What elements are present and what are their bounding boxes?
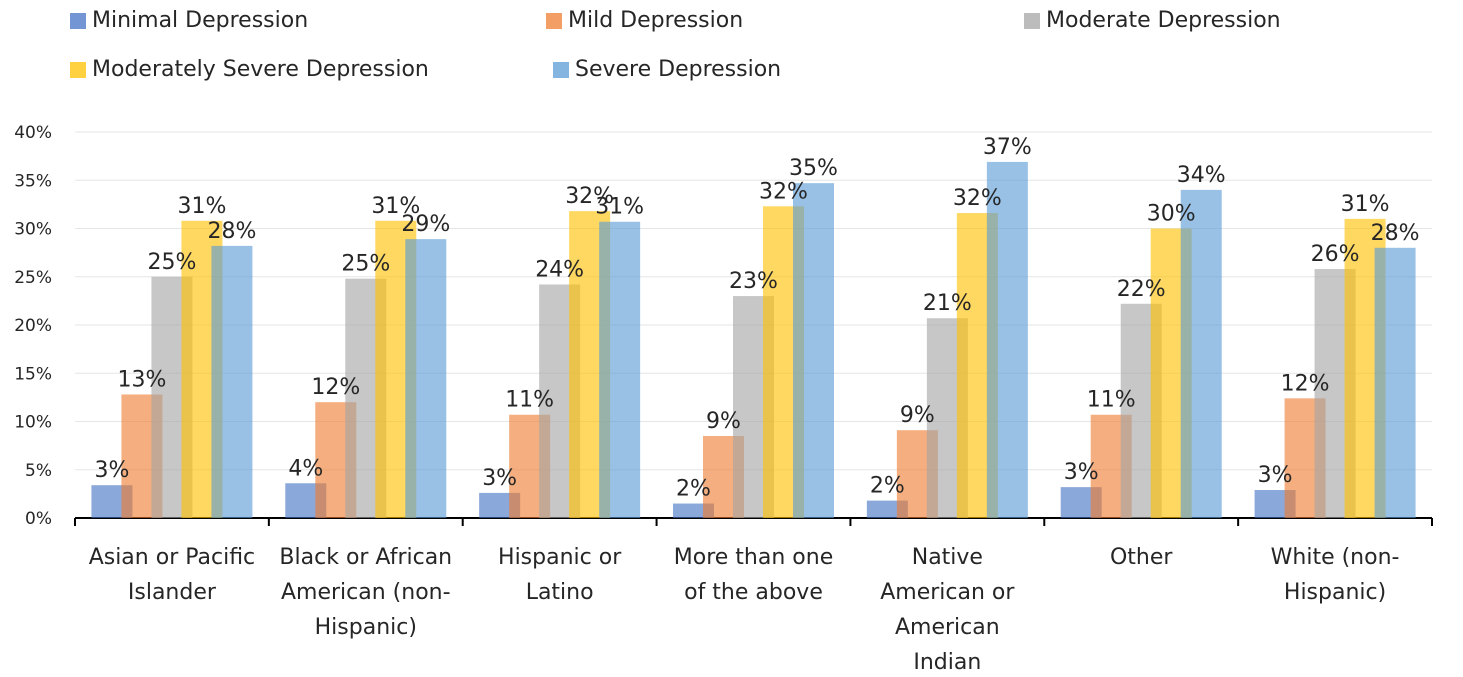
x-tick-label: American or <box>880 580 1015 605</box>
y-tick-label: 35% <box>14 171 52 191</box>
data-label: 35% <box>789 156 838 181</box>
data-label: 3% <box>1258 463 1293 488</box>
data-label: 31% <box>595 195 644 220</box>
bar <box>599 221 641 518</box>
data-label: 37% <box>983 135 1032 160</box>
legend-item-mild: Mild Depression <box>546 8 743 33</box>
data-label: 32% <box>759 179 808 204</box>
data-label: 31% <box>371 194 420 219</box>
y-tick-label: 10% <box>14 413 52 433</box>
data-label: 32% <box>953 186 1002 211</box>
x-tick-label: American <box>895 615 1000 640</box>
y-tick-label: 5% <box>25 461 52 481</box>
data-label: 25% <box>341 252 390 277</box>
data-label: 13% <box>117 367 166 392</box>
data-label: 3% <box>94 458 129 483</box>
legend-item-severe: Severe Depression <box>553 57 781 82</box>
x-tick-label: Native <box>912 545 983 570</box>
data-label: 9% <box>900 403 935 428</box>
data-label: 30% <box>1147 202 1196 227</box>
data-label: 34% <box>1177 163 1226 188</box>
x-tick-label: Hispanic) <box>1284 580 1386 605</box>
data-label: 4% <box>288 456 323 481</box>
data-label: 31% <box>1341 192 1390 217</box>
legend-label-mild: Mild Depression <box>568 8 744 33</box>
data-label: 28% <box>207 219 256 244</box>
legend-item-moderately-severe: Moderately Severe Depression <box>70 57 429 82</box>
x-tick-label: Black or African <box>279 545 452 570</box>
legend-swatch-severe <box>553 61 569 78</box>
x-tick-label: Hispanic) <box>315 615 417 640</box>
data-label: 12% <box>311 375 360 400</box>
data-label: 26% <box>1311 242 1360 267</box>
x-tick-label: American (non- <box>281 580 451 605</box>
legend-swatch-mild <box>546 12 562 29</box>
data-label: 29% <box>401 212 450 237</box>
legend-item-minimal: Minimal Depression <box>70 8 308 33</box>
y-tick-label: 0% <box>25 509 52 529</box>
x-tick-label: White (non- <box>1271 545 1400 570</box>
data-label: 24% <box>535 257 584 282</box>
data-label: 3% <box>482 466 517 491</box>
legend-swatch-moderate <box>1024 12 1040 29</box>
legend-label-minimal: Minimal Depression <box>92 8 309 33</box>
bar <box>211 245 253 518</box>
y-tick-label: 30% <box>14 220 52 240</box>
data-label: 9% <box>706 409 741 434</box>
data-label: 3% <box>1064 460 1099 485</box>
data-label: 31% <box>177 194 226 219</box>
bar <box>405 239 447 519</box>
y-tick-label: 40% <box>14 123 52 143</box>
legend-swatch-minimal <box>70 12 86 29</box>
y-tick-label: 25% <box>14 268 52 288</box>
data-label: 28% <box>1371 221 1420 246</box>
data-label: 23% <box>729 269 778 294</box>
x-tick-label: More than one <box>674 545 833 570</box>
x-tick-label: Asian or Pacific <box>89 545 255 570</box>
x-tick-label: Indian <box>913 650 981 675</box>
bar <box>1374 247 1416 519</box>
legend-label-severe: Severe Depression <box>575 57 782 82</box>
legend-label-moderately-severe: Moderately Severe Depression <box>92 57 429 82</box>
legend-swatch-moderately-severe <box>70 61 86 78</box>
x-tick-label: Other <box>1110 545 1173 570</box>
data-label: 11% <box>1087 388 1136 413</box>
x-tick-label: Latino <box>526 580 594 605</box>
data-label: 22% <box>1117 277 1166 302</box>
x-tick-label: Hispanic or <box>498 545 622 570</box>
data-label: 21% <box>923 291 972 316</box>
data-label: 12% <box>1281 371 1330 396</box>
legend-item-moderate: Moderate Depression <box>1024 8 1281 33</box>
bar <box>986 161 1028 519</box>
data-label: 11% <box>505 388 554 413</box>
y-tick-label: 15% <box>14 364 52 384</box>
bar <box>793 183 834 518</box>
legend-label-moderate: Moderate Depression <box>1046 8 1281 33</box>
data-label: 25% <box>147 250 196 275</box>
bar <box>1180 189 1222 518</box>
data-label: 2% <box>676 477 711 502</box>
y-tick-label: 20% <box>14 316 52 336</box>
data-label: 2% <box>870 474 905 499</box>
x-tick-label: Islander <box>128 580 217 605</box>
x-tick-label: of the above <box>684 580 823 605</box>
data-label: 32% <box>565 184 614 209</box>
